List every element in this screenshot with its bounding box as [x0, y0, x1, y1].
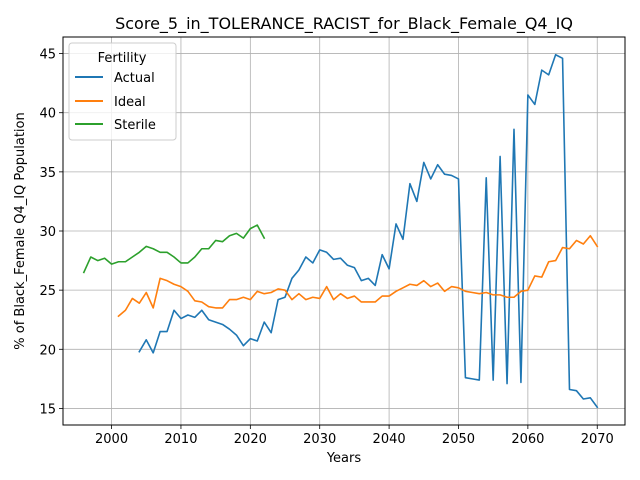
legend-title: Fertility — [98, 51, 147, 66]
x-axis-label: Years — [326, 451, 362, 466]
x-tick-label: 2070 — [581, 432, 614, 447]
y-tick-label: 35 — [39, 166, 56, 181]
legend-label-ideal: Ideal — [114, 95, 146, 110]
series-line-sterile — [82, 224, 266, 274]
y-tick-label: 15 — [39, 402, 56, 417]
y-axis: 15 20 25 30 35 40 45 — [39, 48, 63, 417]
y-tick-label: 25 — [39, 284, 56, 299]
series-layer — [82, 53, 599, 409]
legend-label-sterile: Sterile — [114, 118, 156, 133]
x-tick-label: 2000 — [95, 432, 128, 447]
series-line-ideal — [117, 234, 599, 318]
legend-label-actual: Actual — [114, 71, 155, 86]
grid — [63, 37, 625, 425]
series-line-actual — [138, 53, 599, 409]
x-tick-label: 2010 — [164, 432, 197, 447]
x-tick-label: 2060 — [511, 432, 544, 447]
x-tick-label: 2020 — [234, 432, 267, 447]
legend: Fertility Actual Ideal Sterile — [68, 42, 177, 141]
y-tick-label: 30 — [39, 225, 56, 240]
y-axis-label: % of Black_Female Q4_IQ Population — [13, 112, 28, 349]
x-tick-label: 2040 — [373, 432, 406, 447]
x-tick-label: 2030 — [303, 432, 336, 447]
y-tick-label: 45 — [39, 48, 56, 63]
legend-box — [68, 42, 177, 141]
y-tick-label: 40 — [39, 107, 56, 122]
chart-title: Score_5_in_TOLERANCE_RACIST_for_Black_Fe… — [115, 14, 573, 34]
x-axis: 2000 2010 2020 2030 2040 2050 2060 2070 — [95, 425, 614, 447]
y-tick-label: 20 — [39, 343, 56, 358]
x-tick-label: 2050 — [442, 432, 475, 447]
